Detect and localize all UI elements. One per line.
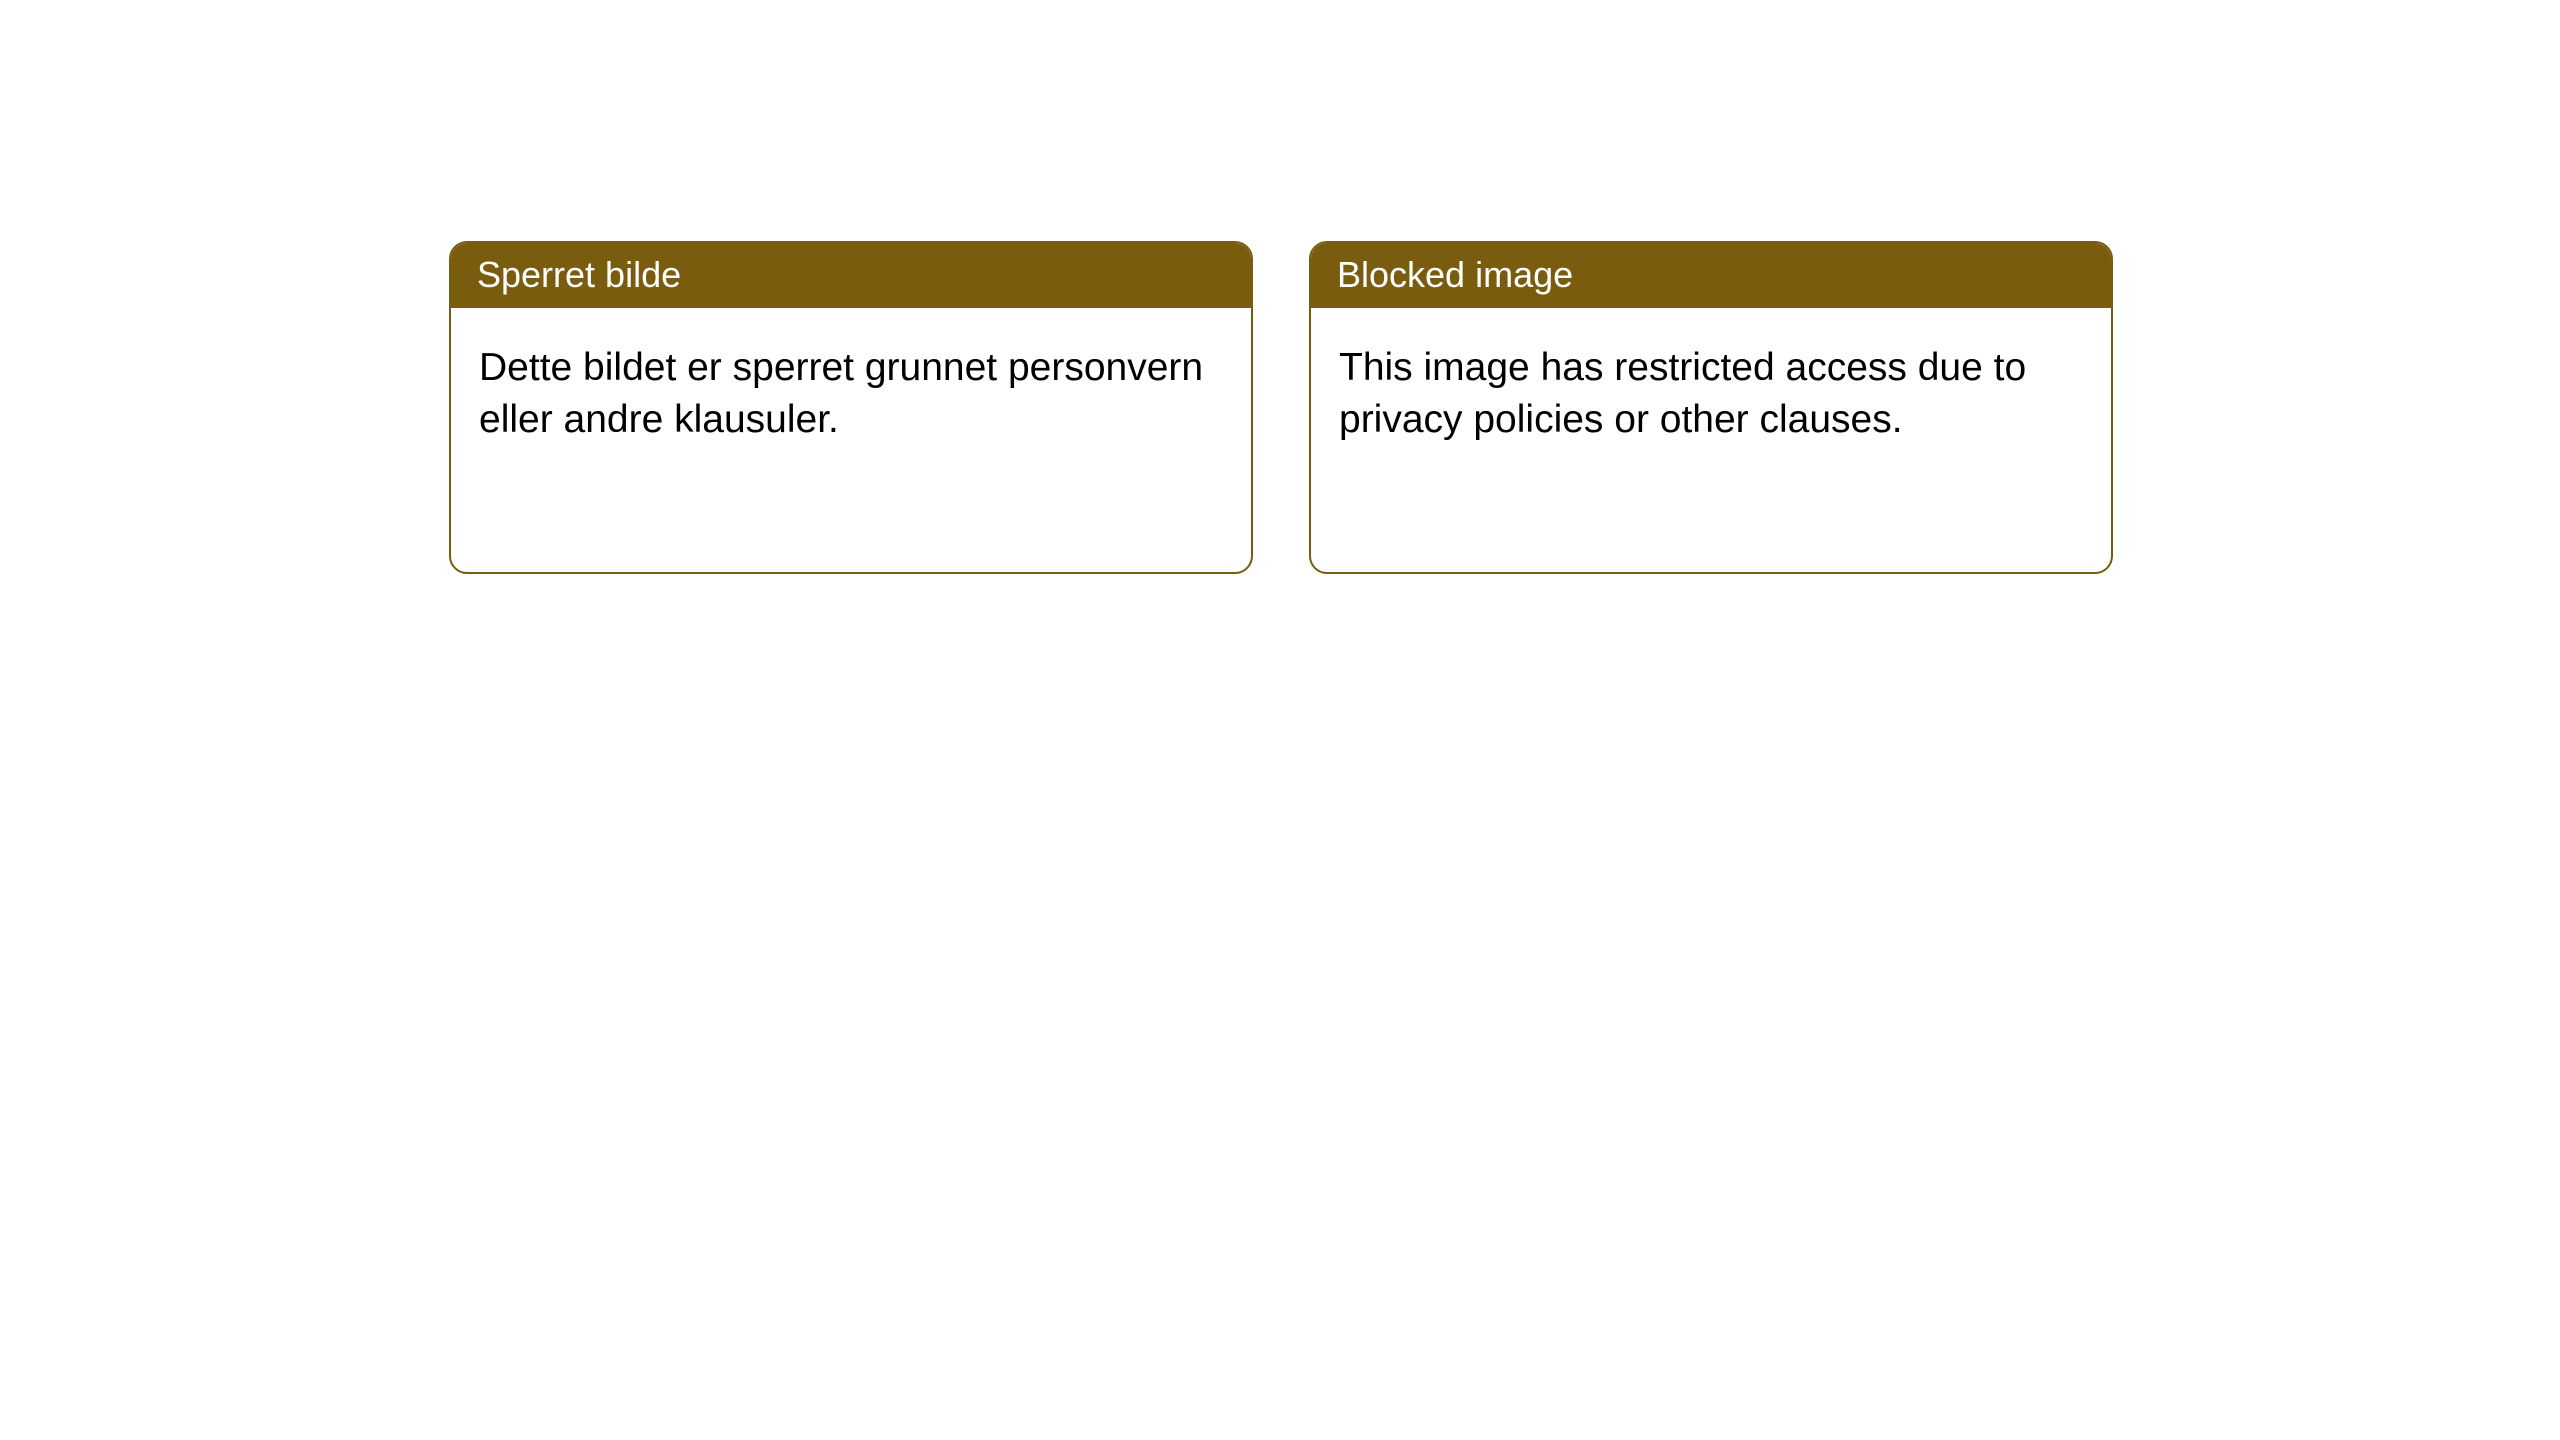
- card-container: Sperret bilde Dette bildet er sperret gr…: [0, 0, 2560, 574]
- card-title: Blocked image: [1337, 254, 1573, 295]
- card-header: Sperret bilde: [451, 243, 1251, 308]
- card-body-text: This image has restricted access due to …: [1339, 346, 2026, 441]
- card-body: This image has restricted access due to …: [1311, 308, 2111, 480]
- notice-card-no: Sperret bilde Dette bildet er sperret gr…: [449, 241, 1253, 574]
- card-body: Dette bildet er sperret grunnet personve…: [451, 308, 1251, 480]
- notice-card-en: Blocked image This image has restricted …: [1309, 241, 2113, 574]
- card-body-text: Dette bildet er sperret grunnet personve…: [479, 346, 1203, 441]
- card-header: Blocked image: [1311, 243, 2111, 308]
- card-title: Sperret bilde: [477, 254, 681, 295]
